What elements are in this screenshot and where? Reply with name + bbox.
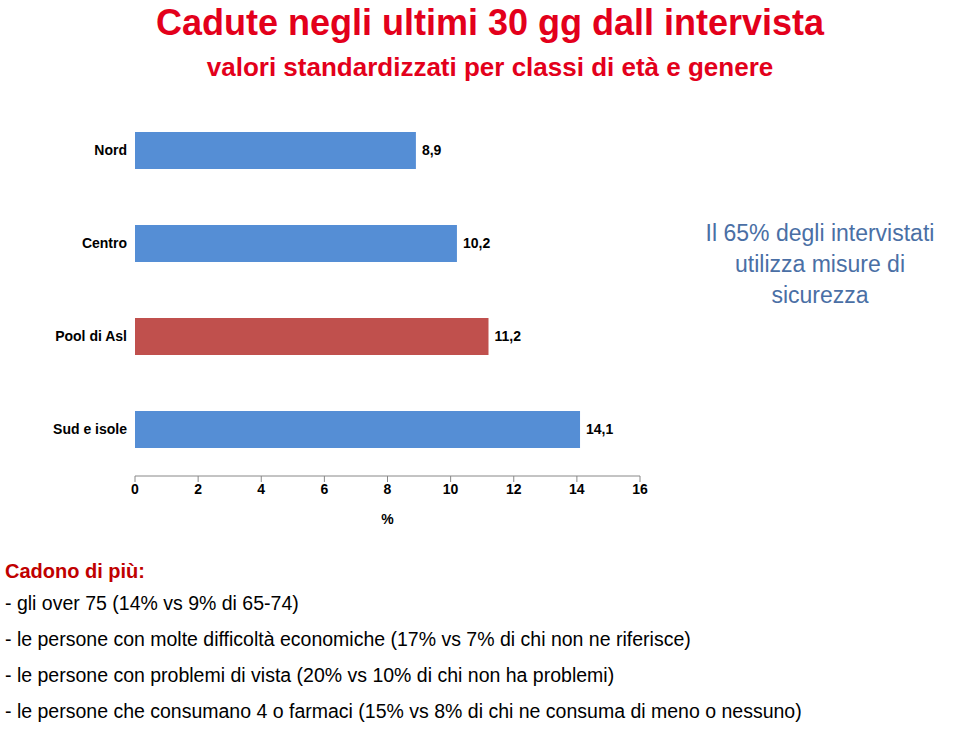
svg-text:6: 6 [320, 481, 328, 497]
svg-text:Centro: Centro [82, 235, 127, 251]
svg-text:Sud e isole: Sud e isole [53, 421, 127, 437]
svg-text:11,2: 11,2 [495, 328, 522, 344]
html-text:Cadono di più:: Cadono di più: [5, 560, 145, 582]
html-text:valori standardizzati per clas: valori standardizzati per classi di età … [206, 52, 774, 82]
svg-text:10: 10 [443, 481, 459, 497]
svg-text:14: 14 [569, 481, 585, 497]
svg-text:%: % [381, 511, 394, 527]
svg-text:Nord: Nord [94, 142, 127, 158]
svg-text:16: 16 [632, 481, 648, 497]
svg-text:8: 8 [384, 481, 392, 497]
html-text:Cadute negli ultimi 30 gg dall: Cadute negli ultimi 30 gg dall intervist… [155, 2, 825, 43]
html-text:- le persone con molte diffico: - le persone con molte difficoltà econom… [5, 628, 691, 650]
svg-text:0: 0 [131, 481, 139, 497]
svg-text:Pool di Asl: Pool di Asl [55, 328, 127, 344]
svg-text:8,9: 8,9 [422, 142, 442, 158]
svg-text:4: 4 [257, 481, 265, 497]
svg-text:12: 12 [506, 481, 522, 497]
html-text:- le persone che consumano 4 o: - le persone che consumano 4 o farmaci (… [5, 700, 802, 722]
svg-text:2: 2 [194, 481, 202, 497]
html-text:- gli over 75 (14% vs 9% di 65: - gli over 75 (14% vs 9% di 65-74) [5, 592, 299, 614]
svg-text:14,1: 14,1 [586, 421, 613, 437]
html-text:Il 65% degli intervistati util: Il 65% degli intervistati utilizza misur… [705, 220, 935, 308]
svg-text:10,2: 10,2 [463, 235, 490, 251]
html-text:- le persone con problemi di v: - le persone con problemi di vista (20% … [5, 664, 615, 686]
